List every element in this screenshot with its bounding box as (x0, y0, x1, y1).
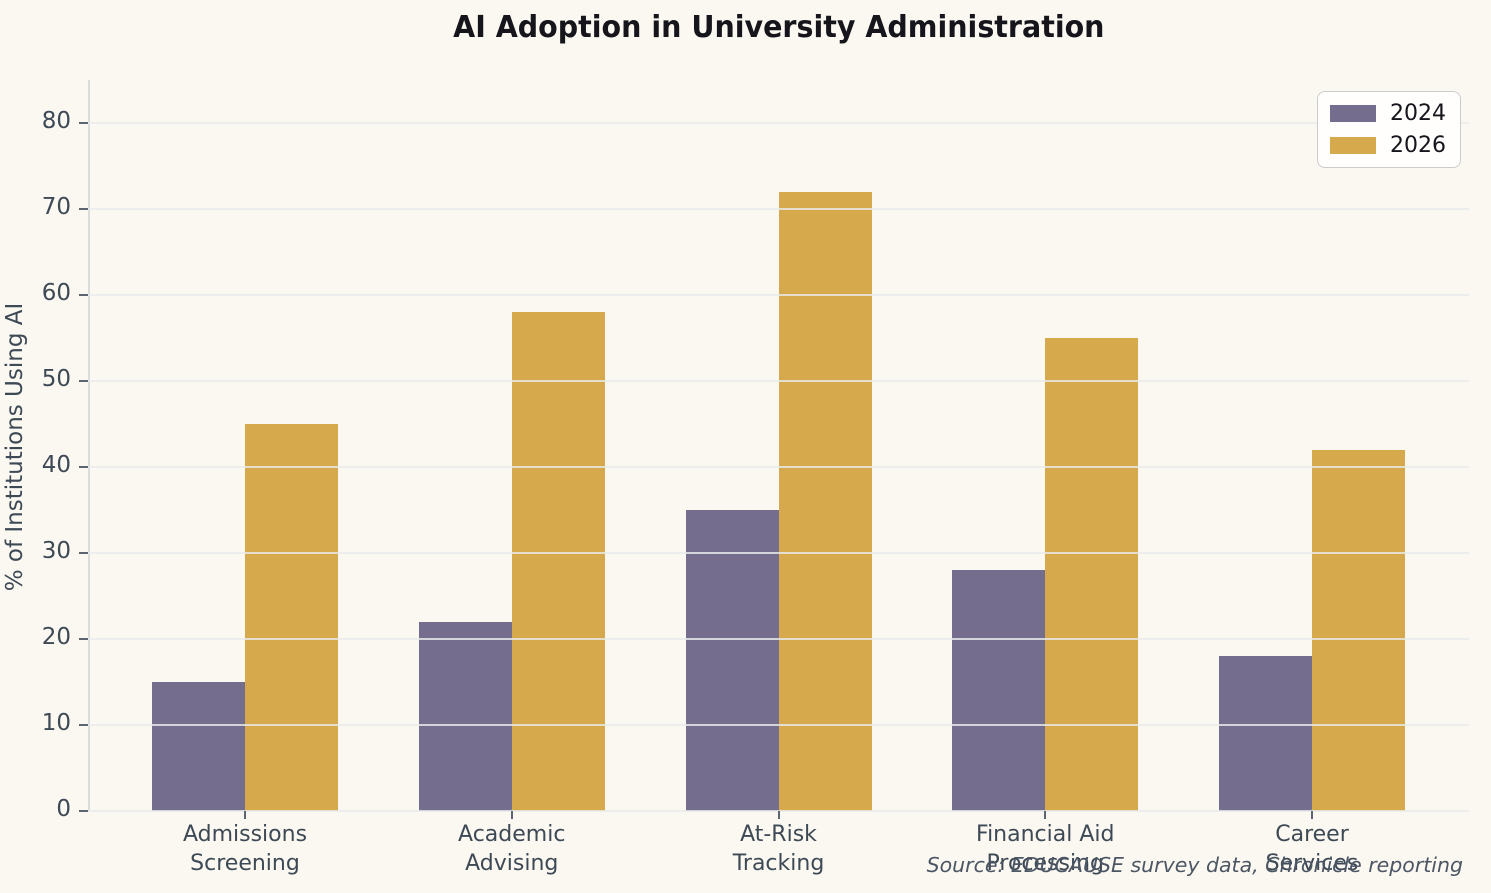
gridline-80 (88, 122, 1469, 124)
y-tick-mark-70 (79, 208, 88, 210)
gridline-20 (88, 638, 1469, 640)
x-tick-mark-4 (1311, 811, 1313, 819)
y-tick-mark-40 (79, 466, 88, 468)
y-tick-mark-30 (79, 552, 88, 554)
x-category-label-3: Financial Aid Processing (976, 822, 1115, 877)
bar-2024-career (1219, 656, 1312, 811)
y-tick-label-20: 20 (41, 624, 71, 650)
bar-2024-financial-aid (952, 570, 1046, 811)
y-tick-label-40: 40 (41, 452, 71, 478)
x-tick-mark-0 (244, 811, 246, 819)
legend-swatch-2024 (1330, 105, 1376, 122)
plot-area (88, 80, 1469, 812)
legend: 2024 2026 (1317, 91, 1461, 168)
bar-2024-admissions (152, 682, 245, 811)
x-category-label-0: Admissions Screening (182, 822, 308, 877)
gridline-10 (88, 724, 1469, 726)
x-tick-mark-3 (1044, 811, 1047, 819)
y-tick-mark-10 (79, 724, 88, 726)
x-category-label-4: Career Services (1265, 822, 1359, 877)
source-note: Source: EDUCAUSE survey data, Chronicle … (926, 853, 1463, 877)
bar-2024-academic (418, 621, 512, 811)
legend-swatch-2026 (1330, 137, 1376, 154)
legend-label-2024: 2024 (1390, 101, 1446, 126)
bar-2026-career (1312, 449, 1405, 811)
legend-label-2026: 2026 (1390, 133, 1446, 158)
bar-2026-academic (511, 312, 605, 811)
gridline-50 (88, 380, 1469, 382)
y-axis-spine (88, 80, 90, 811)
y-tick-label-0: 0 (56, 796, 71, 822)
y-tick-mark-20 (79, 638, 88, 640)
y-tick-label-30: 30 (41, 538, 71, 564)
x-tick-mark-1 (510, 811, 513, 819)
bar-2026-admissions (245, 424, 338, 811)
x-tick-mark-2 (777, 811, 780, 819)
chart-title-text: AI Adoption in University Administration (452, 10, 1105, 45)
y-tick-mark-60 (79, 294, 88, 296)
legend-item-2024: 2024 (1330, 101, 1446, 126)
chart-title: AI Adoption in University Administration (88, 10, 1469, 45)
y-tick-mark-80 (79, 122, 88, 124)
bar-2026-at-risk (778, 191, 872, 811)
legend-item-2026: 2026 (1330, 133, 1446, 158)
bar-2024-at-risk (685, 510, 779, 811)
bar-2026-financial-aid (1045, 338, 1139, 811)
x-category-label-1: Academic Advising (458, 822, 566, 877)
y-tick-label-80: 80 (41, 108, 71, 134)
y-tick-mark-0 (79, 810, 88, 812)
y-tick-label-70: 70 (41, 194, 71, 220)
gridline-60 (88, 294, 1469, 296)
gridline-70 (88, 208, 1469, 210)
y-tick-label-50: 50 (41, 366, 71, 392)
x-category-label-2: At-Risk Tracking (732, 822, 825, 877)
gridline-40 (88, 466, 1469, 468)
gridline-30 (88, 552, 1469, 554)
y-tick-label-10: 10 (41, 710, 71, 736)
y-tick-mark-50 (79, 380, 88, 382)
y-tick-label-60: 60 (41, 280, 71, 306)
